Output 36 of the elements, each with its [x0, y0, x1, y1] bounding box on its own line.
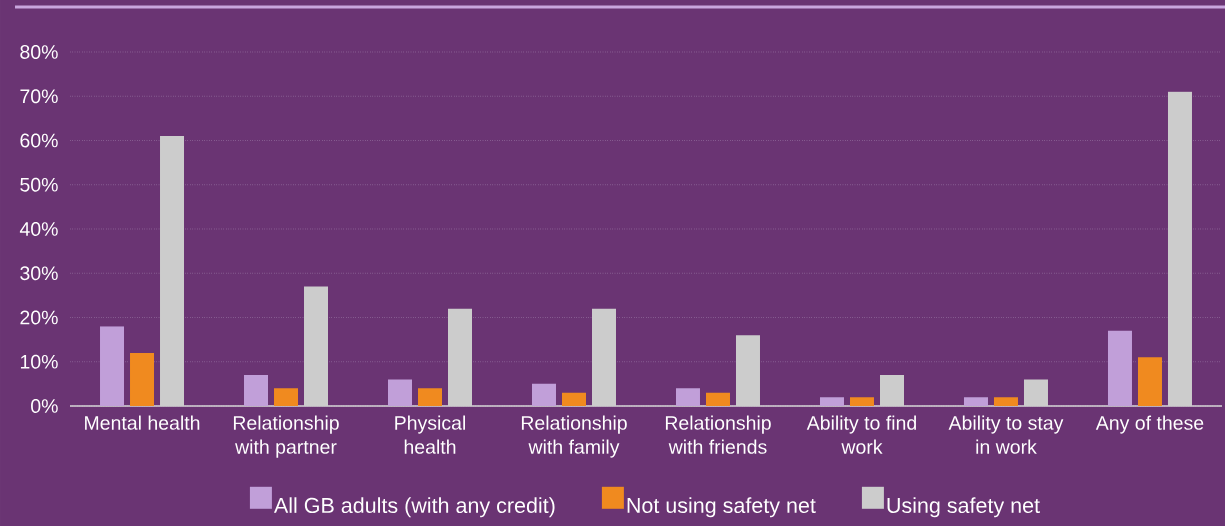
bar	[675, 388, 700, 406]
bar	[819, 397, 844, 406]
y-tick-label: 20%	[20, 310, 58, 325]
bar	[274, 388, 299, 406]
bar	[562, 392, 586, 406]
x-tick-label: Ability to stay in work	[948, 415, 1064, 454]
x-tick-label: Any of these	[1095, 415, 1204, 434]
y-tick-label: 10%	[20, 354, 58, 369]
y-tick-label: 30%	[20, 266, 58, 281]
legend-label: Using safety net	[887, 497, 1040, 518]
bar	[388, 379, 412, 406]
y-tick-label: 60%	[20, 133, 58, 148]
x-tick-label: Relationship with partner	[233, 415, 339, 458]
y-tick-label: 40%	[19, 222, 58, 236]
bar	[849, 397, 874, 406]
y-tick-label: 50%	[20, 177, 58, 192]
bar	[1137, 357, 1162, 406]
bar	[963, 397, 988, 406]
bar	[1107, 330, 1132, 406]
bar	[100, 326, 125, 406]
bar	[418, 388, 442, 406]
x-tick-label: Relationship with family	[521, 415, 627, 458]
x-tick-label: Ability to find work	[806, 415, 916, 454]
x-tick-label: Physical health	[395, 415, 465, 454]
bar	[244, 375, 269, 406]
legend-label: Not using safety net	[627, 497, 816, 518]
y-tick-label: 80%	[20, 45, 58, 59]
y-tick-label: 70%	[20, 89, 58, 104]
legend-label: All GB adults (with any credit)	[273, 497, 555, 518]
bar	[706, 392, 730, 406]
bar	[130, 352, 155, 406]
y-tick-label: 0%	[31, 399, 58, 413]
bar	[993, 397, 1018, 406]
x-tick-label: Relationship with friends	[665, 415, 771, 454]
bar	[532, 383, 556, 406]
x-tick-label: Mental health	[85, 415, 200, 430]
